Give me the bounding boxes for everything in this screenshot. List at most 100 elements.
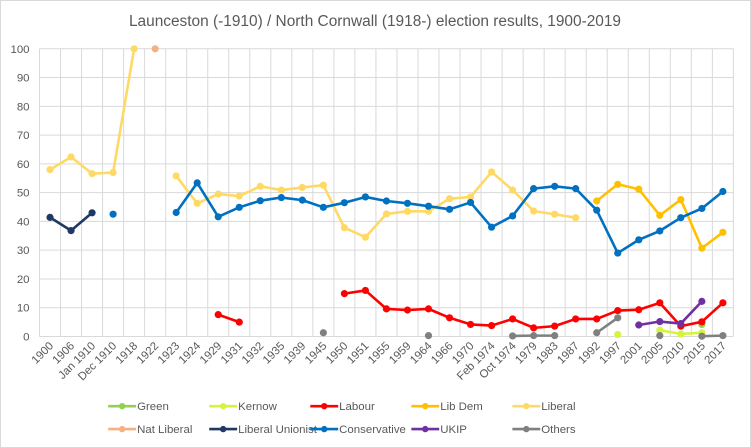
x-tick-label: 1924 (177, 340, 204, 367)
data-point (235, 192, 243, 200)
legend-marker (523, 425, 530, 433)
series-liberal (46, 45, 580, 241)
data-point (677, 214, 685, 222)
data-point (109, 210, 117, 218)
data-point (635, 185, 643, 193)
data-point (677, 330, 685, 338)
x-tick-label: 1983 (534, 340, 560, 366)
data-point (256, 182, 264, 190)
gridlines (39, 48, 734, 337)
data-point (382, 197, 391, 205)
data-point (488, 223, 496, 231)
data-point (656, 317, 664, 326)
x-tick-label: 1939 (282, 340, 308, 366)
data-point (656, 211, 664, 219)
data-point (88, 209, 96, 217)
data-point (193, 179, 201, 187)
legend: Green Kernow Labour Lib Dem Liberal Nat Liber… (108, 401, 576, 436)
data-point (298, 183, 306, 192)
legend-marker (219, 425, 227, 433)
data-point (46, 166, 54, 174)
data-point (424, 207, 433, 215)
x-tick-label: 1923 (156, 340, 182, 366)
data-point (488, 168, 496, 176)
data-point (698, 204, 706, 213)
data-point (319, 181, 327, 189)
data-point (656, 332, 664, 340)
data-point (361, 233, 370, 241)
data-point (214, 190, 222, 198)
data-point (256, 197, 264, 205)
data-point (614, 180, 622, 188)
legend-label: Kernow (238, 401, 278, 413)
x-tick-label: 1951 (345, 340, 371, 366)
data-point (509, 332, 517, 340)
x-tick-label: 1922 (135, 340, 161, 366)
data-point (551, 322, 559, 330)
x-tick-label: 1992 (576, 340, 602, 366)
legend-marker (321, 402, 328, 410)
data-point (151, 45, 159, 53)
data-point (656, 299, 664, 307)
series-lib-dem (593, 180, 727, 252)
legend-label: Conservative (339, 424, 406, 436)
data-point (719, 332, 727, 340)
data-point (109, 168, 117, 177)
legend-marker (118, 402, 126, 410)
data-point (445, 314, 454, 322)
legend-marker (321, 425, 328, 433)
data-point (614, 249, 622, 257)
series-line (175, 170, 576, 239)
data-point (530, 185, 538, 193)
data-point (614, 330, 622, 339)
data-point (614, 307, 622, 315)
legend-marker (118, 425, 126, 433)
y-tick-label: 90 (17, 73, 30, 85)
series-line (49, 48, 136, 175)
data-point (677, 195, 685, 204)
chart-title: Launceston (-1910) / North Cornwall (191… (129, 13, 621, 30)
data-point (509, 186, 517, 194)
y-tick-label: 10 (17, 303, 30, 315)
legend-label: UKIP (440, 424, 467, 436)
x-tick-label: 1900 (30, 340, 56, 366)
legend-marker (219, 402, 227, 410)
data-point (172, 208, 180, 217)
data-point (67, 153, 75, 161)
data-point (67, 227, 75, 235)
data-point (488, 321, 496, 330)
data-point (530, 324, 538, 332)
x-tick-label: 2015 (681, 340, 707, 366)
data-point (340, 290, 348, 298)
series-labour (214, 286, 727, 332)
series-nat-liberal (151, 45, 159, 53)
data-point (466, 193, 475, 201)
data-point (46, 213, 54, 221)
x-tick-label: 1966 (429, 340, 455, 366)
data-point (656, 326, 664, 334)
x-tick-label: 1931 (219, 340, 245, 366)
x-tick-label: 1945 (303, 340, 329, 366)
x-tick-label: 1918 (114, 340, 140, 366)
data-point (403, 306, 412, 314)
x-tick-label: 1959 (387, 340, 413, 366)
data-point (572, 214, 580, 222)
series-line (638, 300, 703, 327)
series-conservative (109, 179, 727, 257)
data-point (340, 224, 348, 232)
data-point (614, 314, 622, 322)
legend-label: Others (541, 424, 576, 436)
data-point (635, 306, 643, 314)
data-point (403, 199, 412, 207)
data-point (235, 318, 243, 326)
x-tick-label: 1929 (198, 340, 224, 366)
data-point (509, 212, 517, 220)
x-tick-label: 2017 (703, 340, 729, 366)
y-tick-label: 20 (17, 274, 30, 286)
y-tick-label: 60 (17, 159, 30, 171)
data-point (635, 321, 643, 329)
data-point (214, 311, 222, 319)
y-tick-label: 80 (17, 101, 30, 113)
